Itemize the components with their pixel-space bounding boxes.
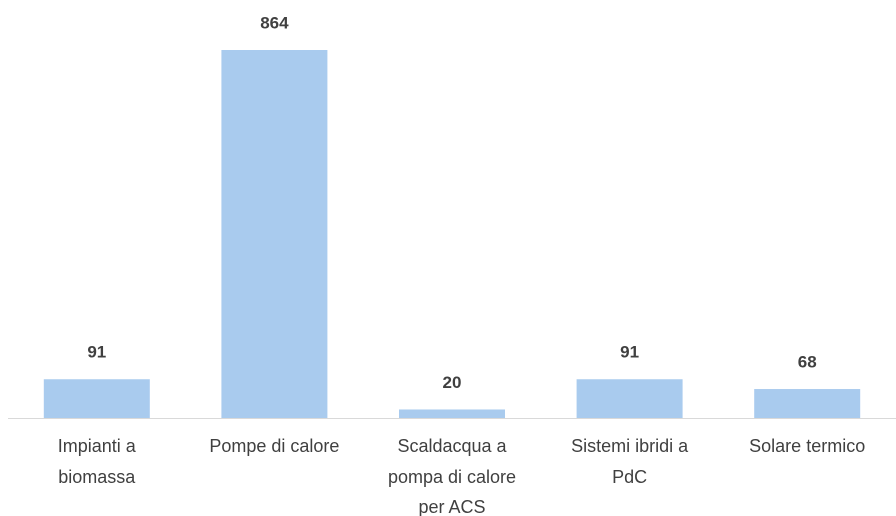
bar	[221, 50, 328, 418]
data-label: 864	[260, 13, 289, 32]
x-tick-label: Pompe di calore	[209, 436, 340, 456]
data-label: 20	[443, 373, 462, 392]
x-tick-label: Scaldacqua a pompa di calore per ACS	[387, 436, 517, 516]
data-label: 68	[798, 353, 817, 372]
data-label: 91	[87, 343, 106, 362]
bar	[43, 379, 150, 418]
bar	[754, 389, 861, 418]
x-tick-label: Impianti a biomassa	[57, 436, 136, 487]
bar	[399, 409, 505, 418]
bar	[576, 379, 683, 418]
x-tick-label: Solare termico	[749, 436, 866, 456]
data-label: 91	[620, 343, 639, 362]
x-tick-label: Sistemi ibridi a PdC	[571, 436, 689, 487]
